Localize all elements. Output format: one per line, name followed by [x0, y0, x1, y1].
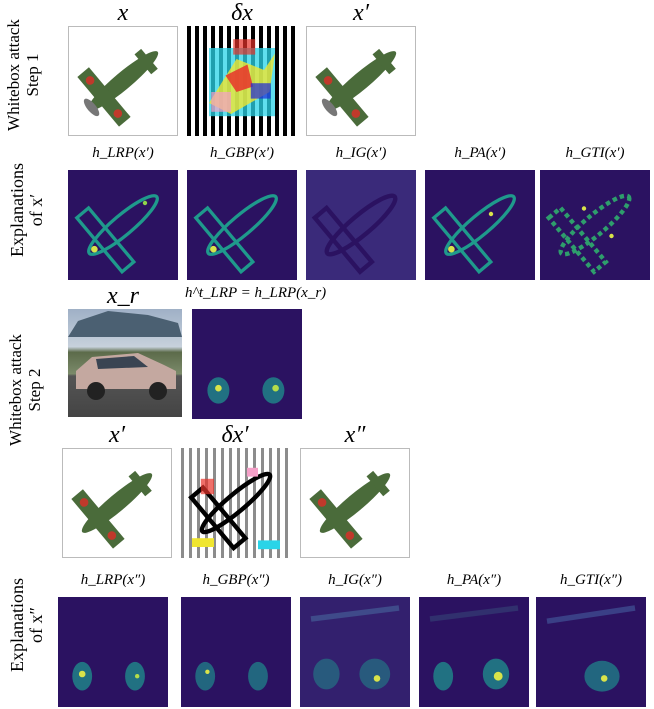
step1-label-x: x	[117, 0, 129, 26]
step2-label-xr: x_r	[107, 283, 139, 309]
heatmap-lrp-x-prime	[68, 170, 178, 280]
heatmap-gti-x-dprime	[536, 597, 646, 707]
heatmap-gbp-x-dprime	[181, 597, 291, 707]
heatmap-pa-x-prime	[425, 170, 535, 280]
step2-label-target: h^t_LRP = h_LRP(x_r)	[185, 285, 327, 301]
step2-label-xdprime: x″	[344, 422, 366, 448]
heatmap-target-lrp-xr	[192, 309, 302, 419]
expl1-label-ig: h_IG(x′)	[335, 145, 387, 161]
car-icon	[68, 311, 182, 400]
step1-perturbation-dx	[187, 26, 297, 136]
step2-image-xprime	[62, 448, 172, 558]
expl1-label-lrp: h_LRP(x′)	[92, 145, 154, 161]
expl2-label-gti: h_GTI(x″)	[559, 572, 623, 588]
expl2-label-gbp: h_GBP(x″)	[202, 572, 270, 588]
heatmap-ig-x-prime	[306, 170, 416, 280]
row-label-expl2-line1: Explanations	[7, 578, 27, 672]
airplane-icon	[77, 48, 159, 127]
heatmap-lrp-x-dprime	[58, 597, 168, 707]
row-label-expl1-line1: Explanations	[7, 163, 27, 257]
expl1-label-gbp: h_GBP(x′)	[209, 145, 275, 161]
step2-label-dxprime: δx′	[221, 422, 249, 448]
step2-perturbation-dxprime	[181, 448, 291, 558]
perturbation-pattern	[209, 39, 275, 117]
heatmap-gti-x-prime	[540, 170, 650, 280]
step2-label-xprime: x′	[109, 422, 125, 448]
heatmap-ig-x-dprime	[300, 597, 410, 707]
expl2-label-ig: h_IG(x″)	[328, 572, 382, 588]
expl2-label-lrp: h_LRP(x″)	[80, 572, 146, 588]
expl1-label-pa: h_PA(x′)	[454, 145, 506, 161]
row-label-expl1: Explanations of x′	[7, 135, 46, 285]
row-label-expl2-line2: of x″	[26, 607, 46, 643]
heatmap-pa-x-dprime	[419, 597, 529, 707]
row-label-step2-line2: Step 2	[25, 368, 44, 412]
step1-image-xprime	[306, 26, 416, 136]
perturbation-pattern	[181, 448, 291, 558]
step2-image-car	[68, 309, 182, 417]
heatmap-gbp-x-prime	[187, 170, 297, 280]
airplane-icon	[71, 470, 153, 549]
row-label-expl2: Explanations of x″	[7, 550, 46, 700]
airplane-icon	[309, 470, 391, 549]
row-label-step2: Whitebox attack Step 2	[6, 310, 44, 470]
step2-image-xdprime	[300, 448, 410, 558]
step1-image-x	[68, 26, 178, 136]
expl2-label-pa: h_PA(x″)	[446, 572, 502, 588]
expl1-label-gti: h_GTI(x′)	[565, 145, 625, 161]
row-label-expl1-line2: of x′	[26, 193, 46, 227]
row-label-step1-line2: Step 1	[23, 53, 42, 97]
row-label-step1-line1: Whitebox attack	[4, 19, 23, 131]
step1-label-dx: δx	[231, 0, 253, 26]
row-label-step2-line1: Whitebox attack	[6, 334, 25, 446]
step1-label-xp: x′	[353, 0, 369, 26]
airplane-icon	[315, 48, 397, 127]
row-label-step1: Whitebox attack Step 1	[4, 0, 42, 150]
